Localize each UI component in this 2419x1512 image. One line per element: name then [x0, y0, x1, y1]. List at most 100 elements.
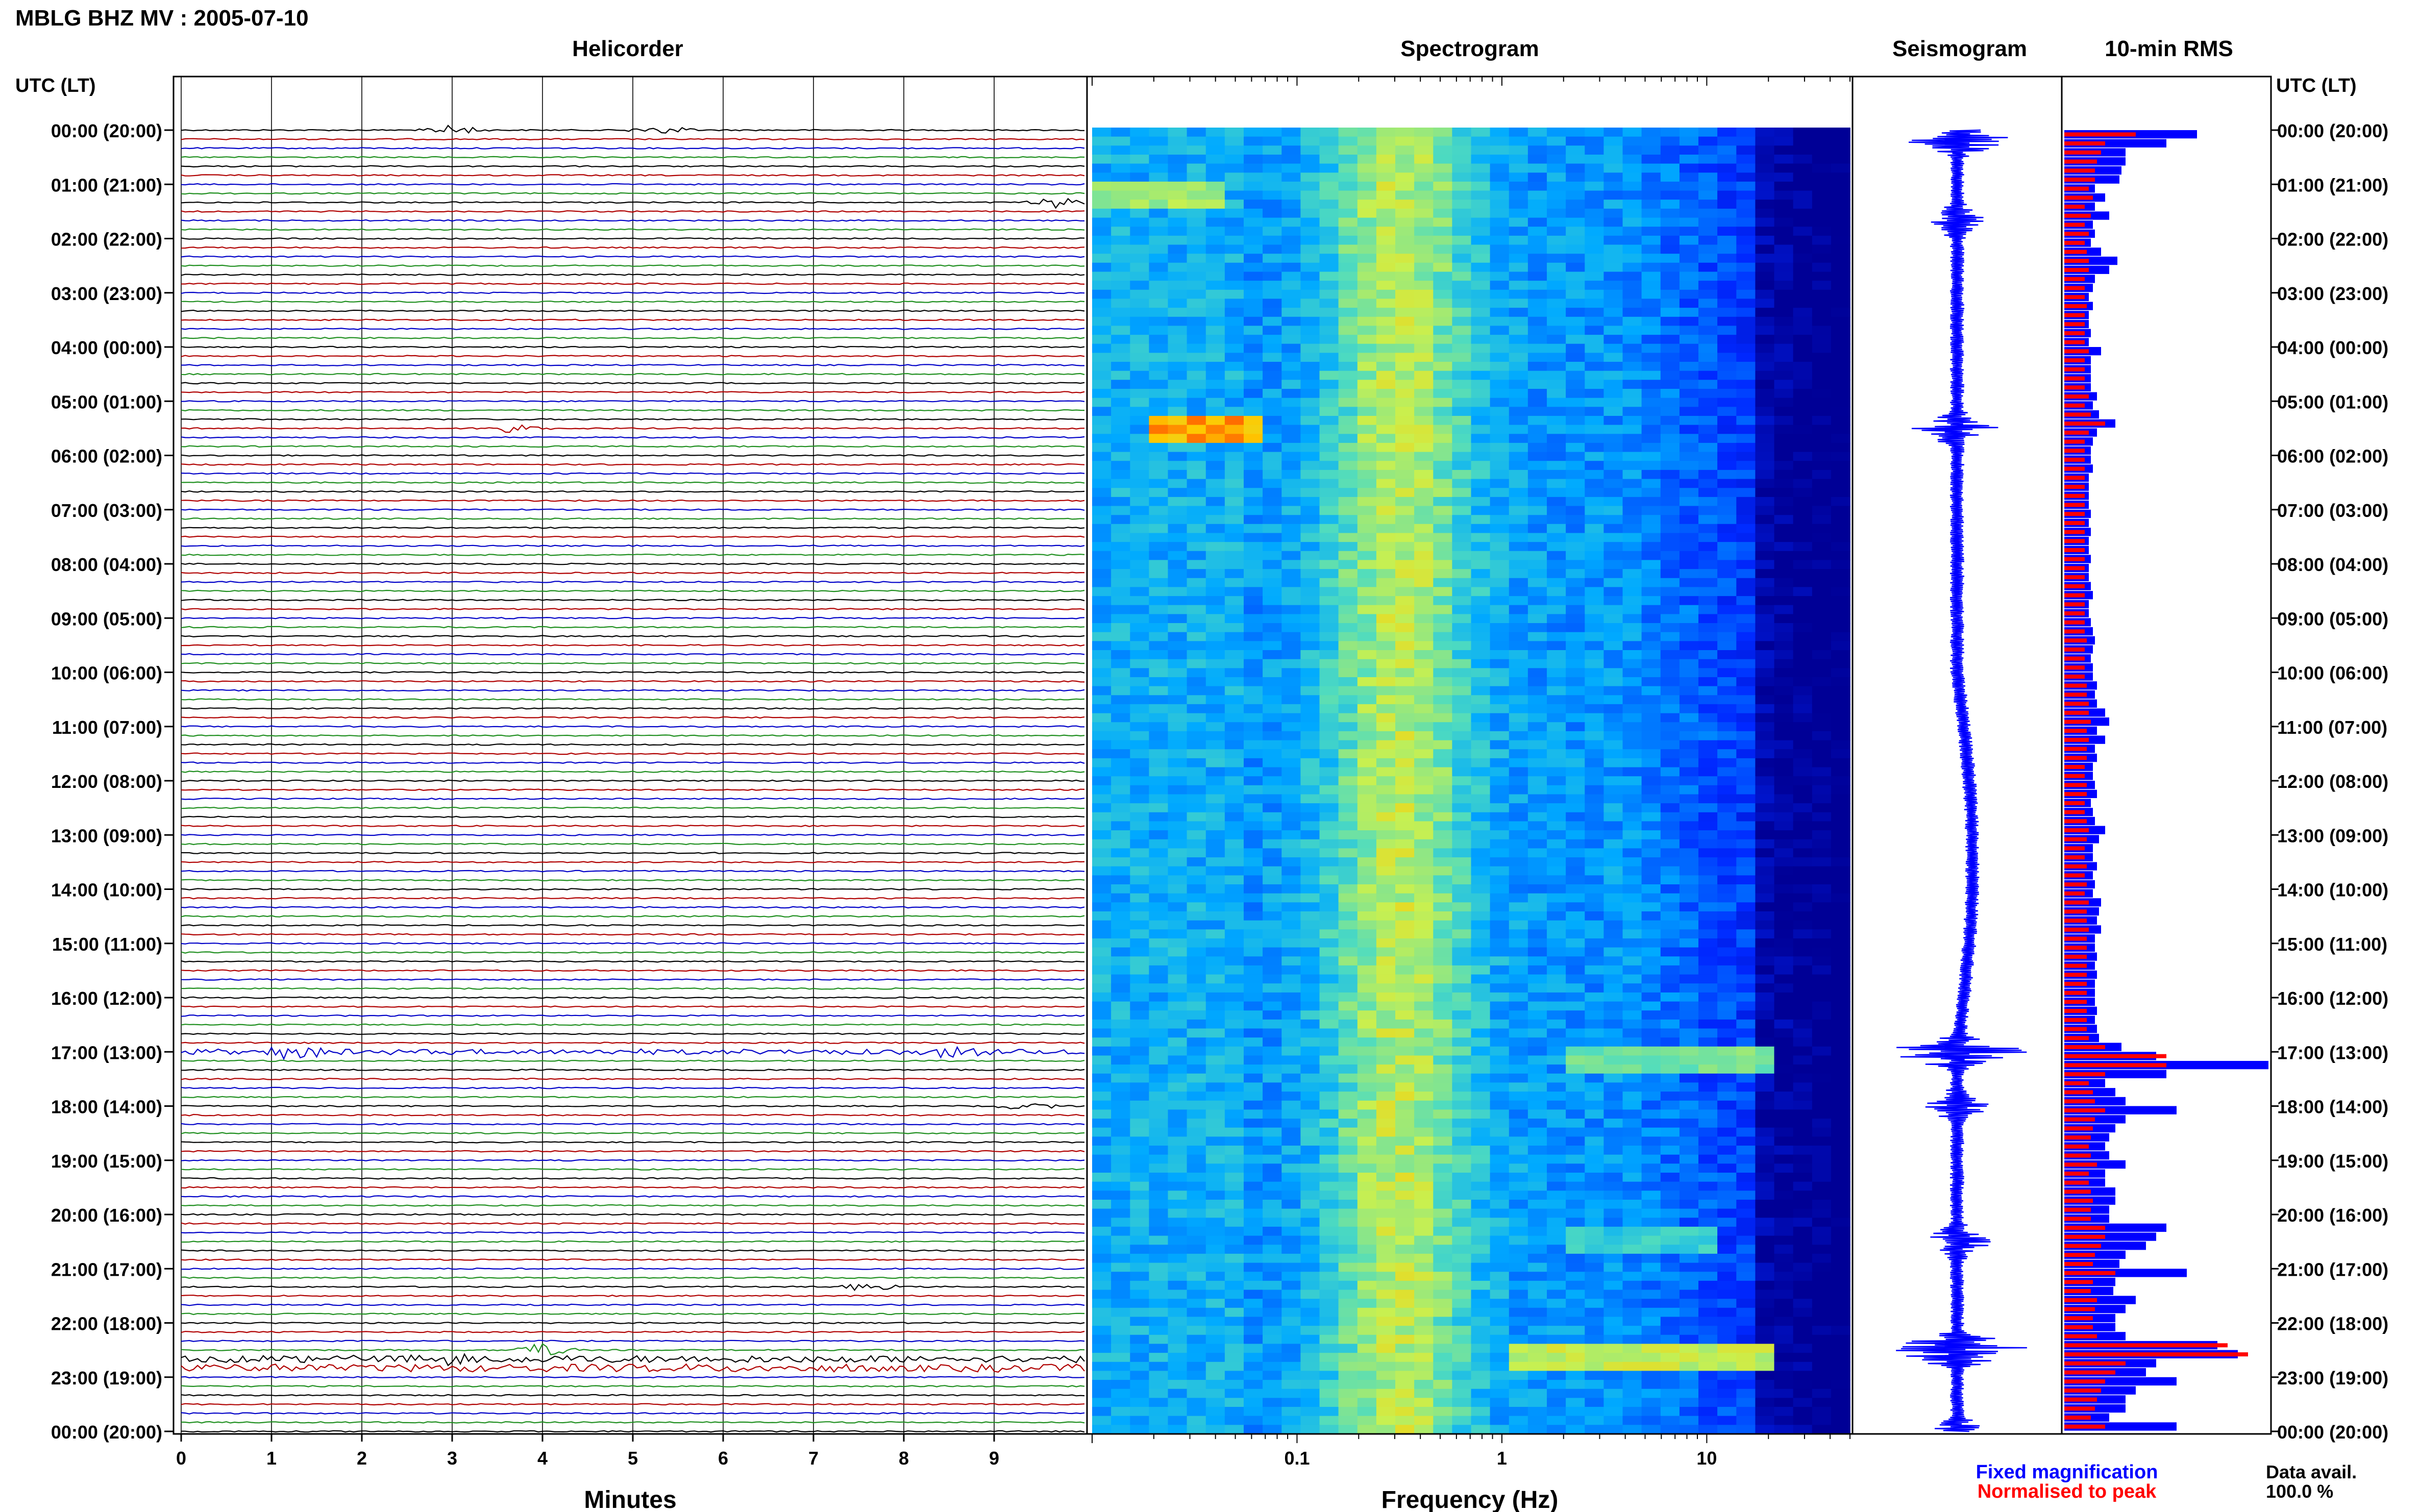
spectrogram-cell [1736, 722, 1756, 732]
spectrogram-cell [1149, 947, 1169, 957]
spectrogram-cell [1566, 704, 1585, 714]
spectrogram-cell [1641, 929, 1661, 939]
spectrogram-cell [1660, 469, 1680, 480]
spectrogram-cell [1698, 425, 1718, 435]
spectrogram-cell [1338, 731, 1358, 741]
spectrogram-cell [1698, 326, 1718, 335]
spectrogram-cell [1205, 434, 1225, 443]
spectrogram-cell [1471, 650, 1491, 660]
spectrogram-cell [1774, 200, 1794, 209]
spectrogram-cell [1698, 857, 1718, 867]
spectrogram-cell [1414, 812, 1434, 822]
spectrogram-cell [1490, 974, 1510, 984]
spectrogram-cell [1566, 515, 1585, 525]
spectrogram-cell [1205, 1028, 1225, 1038]
spectrogram-cell [1149, 785, 1169, 795]
spectrogram-cell [1187, 362, 1206, 371]
spectrogram-cell [1414, 1092, 1434, 1101]
spectrogram-cell [1679, 686, 1699, 696]
spectrogram-cell [1244, 1163, 1263, 1173]
spectrogram-cell [1130, 190, 1150, 201]
spectrogram-cell [1755, 956, 1775, 966]
spectrogram-cell [1300, 281, 1320, 290]
spectrogram-cell [1092, 452, 1112, 462]
spectrogram-cell [1205, 244, 1225, 254]
spectrogram-cell [1149, 1163, 1169, 1173]
spectrogram-cell [1717, 578, 1737, 588]
spectrogram-cell [1698, 227, 1718, 236]
spectrogram-cell [1244, 830, 1263, 840]
spectrogram-cell [1736, 1055, 1756, 1065]
spectrogram-cell [1717, 857, 1737, 867]
spectrogram-cell [1812, 731, 1832, 741]
spectrogram-cell [1641, 1064, 1661, 1074]
spectrogram-cell [1736, 380, 1756, 389]
spectrogram-cell [1527, 605, 1547, 615]
spectrogram-cell [1471, 1010, 1491, 1020]
spectrogram-cell [1603, 1109, 1623, 1119]
spectrogram-cell [1300, 947, 1320, 957]
spectrogram-cell [1244, 469, 1263, 480]
spectrogram-cell [1187, 452, 1206, 462]
spectrogram-cell [1812, 488, 1832, 498]
spectrogram-cell [1281, 956, 1301, 966]
spectrogram-cell [1187, 740, 1206, 750]
spectrogram-cell [1092, 812, 1112, 822]
spectrogram-cell [1338, 857, 1358, 867]
spectrogram-cell [1111, 1200, 1130, 1209]
spectrogram-cell [1831, 740, 1850, 750]
spectrogram-cell [1111, 316, 1130, 327]
spectrogram-cell [1660, 677, 1680, 687]
spectrogram-cell [1755, 911, 1775, 921]
spectrogram-cell [1793, 551, 1813, 561]
spectrogram-cell [1187, 1119, 1206, 1128]
spectrogram-cell [1736, 1163, 1756, 1173]
spectrogram-cell [1244, 1100, 1263, 1110]
helicorder-trace [181, 888, 1085, 890]
spectrogram-cell [1395, 343, 1415, 354]
helicorder-trace [181, 969, 1085, 972]
spectrogram-cell [1471, 262, 1491, 272]
helicorder-trace [181, 1353, 1085, 1367]
spectrogram-cell [1812, 1109, 1832, 1119]
spectrogram-cell [1736, 974, 1756, 984]
spectrogram-cell [1357, 965, 1377, 975]
spectrogram-cell [1092, 244, 1112, 254]
spectrogram-cell [1205, 803, 1225, 813]
spectrogram-cell [1641, 370, 1661, 381]
spectrogram-cell [1755, 244, 1775, 254]
spectrogram-cell [1244, 308, 1263, 317]
spectrogram-cell [1585, 641, 1605, 651]
spectrogram-cell [1205, 848, 1225, 858]
spectrogram-cell [1774, 235, 1794, 245]
spectrogram-cell [1433, 650, 1453, 660]
spectrogram-cell [1527, 875, 1547, 885]
spectrogram-cell [1812, 1200, 1832, 1209]
spectrogram-cell [1660, 722, 1680, 732]
spectrogram-cell [1187, 1037, 1206, 1047]
spectrogram-cell [1793, 632, 1813, 642]
spectrogram-cell [1452, 947, 1472, 957]
spectrogram-cell [1452, 920, 1472, 930]
spectrogram-cell [1357, 271, 1377, 281]
spectrogram-cell [1263, 1046, 1282, 1056]
spectrogram-cell [1224, 1064, 1244, 1074]
spectrogram-cell [1679, 1127, 1699, 1137]
spectrogram-cell [1509, 650, 1528, 660]
spectrogram-cell [1585, 227, 1605, 236]
spectrogram-cell [1319, 128, 1339, 137]
spectrogram-cell [1812, 632, 1832, 642]
spectrogram-cell [1376, 623, 1396, 633]
spectrogram-cell [1338, 235, 1358, 245]
spectrogram-cell [1092, 632, 1112, 642]
spectrogram-cell [1092, 1019, 1112, 1029]
spectrogram-cell [1812, 1173, 1832, 1182]
spectrogram-cell [1603, 398, 1623, 408]
spectrogram-cell [1603, 254, 1623, 263]
spectrogram-cell [1263, 542, 1282, 552]
spectrogram-cell [1698, 803, 1718, 813]
spectrogram-cell [1566, 497, 1585, 507]
spectrogram-cell [1224, 155, 1244, 164]
spectrogram-cell [1831, 1127, 1850, 1137]
helicorder-trace [181, 1113, 1085, 1117]
